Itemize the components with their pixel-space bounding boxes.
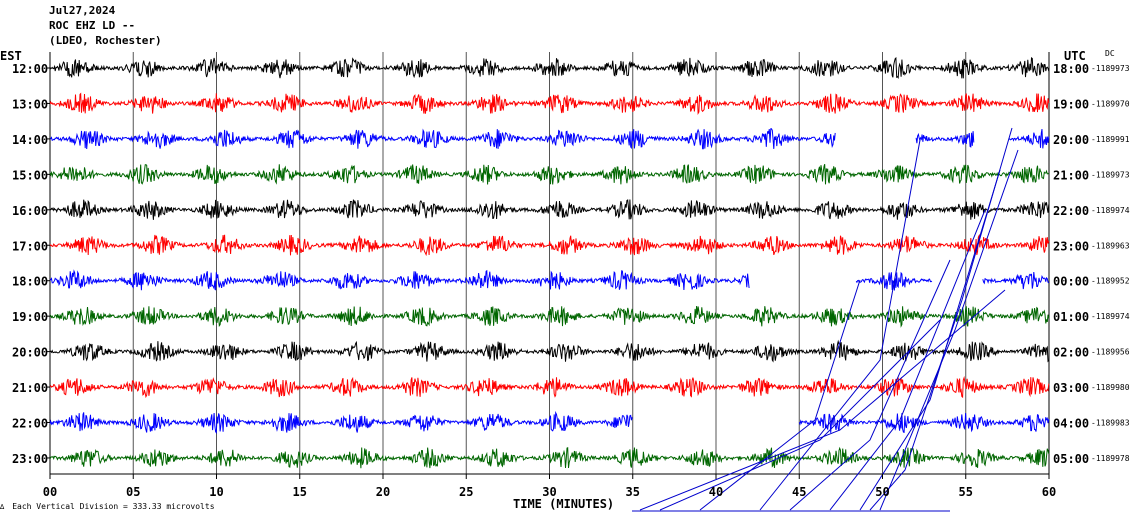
x-tick-label: 30 (542, 485, 556, 499)
station-code: ROC EHZ LD -- (49, 19, 136, 32)
utc-row-label: 05:00 (1053, 452, 1089, 466)
scale-symbol: ∆ (0, 503, 5, 511)
trace-row-1500 (49, 164, 1049, 185)
est-row-label: 22:00 (12, 417, 48, 431)
est-row-label: 17:00 (12, 239, 48, 253)
utc-row-label: 23:00 (1053, 239, 1089, 253)
est-row-label: 20:00 (12, 346, 48, 360)
x-tick-label: 05 (126, 485, 140, 499)
dc-label: DC (1105, 49, 1115, 58)
dc-offset-value: -1189952 (1091, 277, 1130, 286)
dc-offset-value: -1189973 (1091, 64, 1130, 73)
est-row-label: 18:00 (12, 275, 48, 289)
dc-offset-value: -1189973 (1091, 170, 1130, 179)
dc-offset-value: -1189983 (1091, 419, 1130, 428)
x-tick-label: 60 (1042, 485, 1056, 499)
scale-note-text: Each Vertical Division = 333.33 microvol… (12, 502, 215, 511)
trace-row-1400 (49, 128, 1050, 150)
x-tick-label: 10 (209, 485, 223, 499)
utc-axis-label: UTC (1064, 49, 1086, 63)
utc-row-label: 20:00 (1053, 133, 1089, 147)
utc-row-label: 01:00 (1053, 310, 1089, 324)
glitch-line (659, 319, 941, 511)
trace-row-1800 (49, 269, 1050, 291)
dc-offset-value: -1189978 (1091, 454, 1130, 463)
glitch-line (859, 169, 1001, 511)
utc-row-label: 22:00 (1053, 204, 1089, 218)
trace-row-1700 (49, 233, 1050, 257)
dc-offset-value: -1189970 (1091, 99, 1130, 108)
x-tick-label: 25 (459, 485, 473, 499)
dc-offset-value: -1189956 (1091, 348, 1130, 357)
x-tick-label: 20 (376, 485, 390, 499)
trace-row-1600 (49, 199, 1050, 220)
est-row-label: 21:00 (12, 381, 48, 395)
est-row-label: 19:00 (12, 310, 48, 324)
trace-row-1200 (49, 56, 1050, 80)
utc-row-label: 19:00 (1053, 97, 1089, 111)
x-tick-label: 40 (709, 485, 723, 499)
glitch-line (879, 149, 1019, 511)
trace-row-2300 (49, 446, 1050, 469)
est-row-label: 15:00 (12, 168, 48, 182)
glitch-line (639, 289, 1006, 511)
x-tick-label: 35 (626, 485, 640, 499)
est-row-label: 23:00 (12, 452, 48, 466)
utc-row-label: 21:00 (1053, 168, 1089, 182)
utc-row-label: 02:00 (1053, 346, 1089, 360)
dc-offset-value: -1189974 (1091, 206, 1130, 215)
x-tick-label: 00 (43, 485, 57, 499)
est-row-labels: 12:00 13:00 14:00 15:00 16:00 17:00 18:00 19:00… (12, 62, 50, 466)
est-row-label: 13:00 (12, 97, 48, 111)
utc-row-label: 04:00 (1053, 417, 1089, 431)
trace-row-2200 (49, 410, 1050, 434)
scale-note: ∆ Each Vertical Division = 333.33 microvo… (0, 502, 215, 511)
trace-row-2000 (49, 339, 1050, 363)
x-axis-label: TIME (MINUTES) (513, 497, 615, 511)
utc-row-label: 00:00 (1053, 275, 1089, 289)
glitch-line (759, 139, 921, 511)
dc-offset-value: -1189963 (1091, 241, 1130, 250)
trace-row-2100 (49, 375, 1050, 399)
est-row-label: 14:00 (12, 133, 48, 147)
glitch-line (829, 209, 986, 511)
dc-offset-value: -1189991 (1091, 135, 1130, 144)
est-row-label: 12:00 (12, 62, 48, 76)
trace-row-1300 (49, 92, 1050, 115)
x-tick-label: 55 (959, 485, 973, 499)
network-name: (LDEO, Rochester) (49, 34, 162, 47)
trace-row-1900 (49, 305, 1050, 328)
plot-date: Jul27,2024 (49, 4, 116, 17)
dc-offset-value: -1189980 (1091, 383, 1130, 392)
minute-gridlines (49, 52, 1050, 475)
glitch-line (789, 259, 951, 511)
seismic-traces (49, 56, 1050, 512)
utc-row-label: 03:00 (1053, 381, 1089, 395)
x-tick-label: 15 (293, 485, 307, 499)
x-tick-label: 50 (875, 485, 889, 499)
est-row-label: 16:00 (12, 204, 48, 218)
x-tick-label: 45 (792, 485, 806, 499)
est-axis-label: EST (0, 49, 22, 63)
utc-row-label: 18:00 (1053, 62, 1089, 76)
dc-offset-value: -1189974 (1091, 312, 1130, 321)
x-axis: 00 05 10 15 20 25 30 35 40 45 50 55 60 (43, 474, 1056, 499)
glitch-line (699, 279, 861, 511)
